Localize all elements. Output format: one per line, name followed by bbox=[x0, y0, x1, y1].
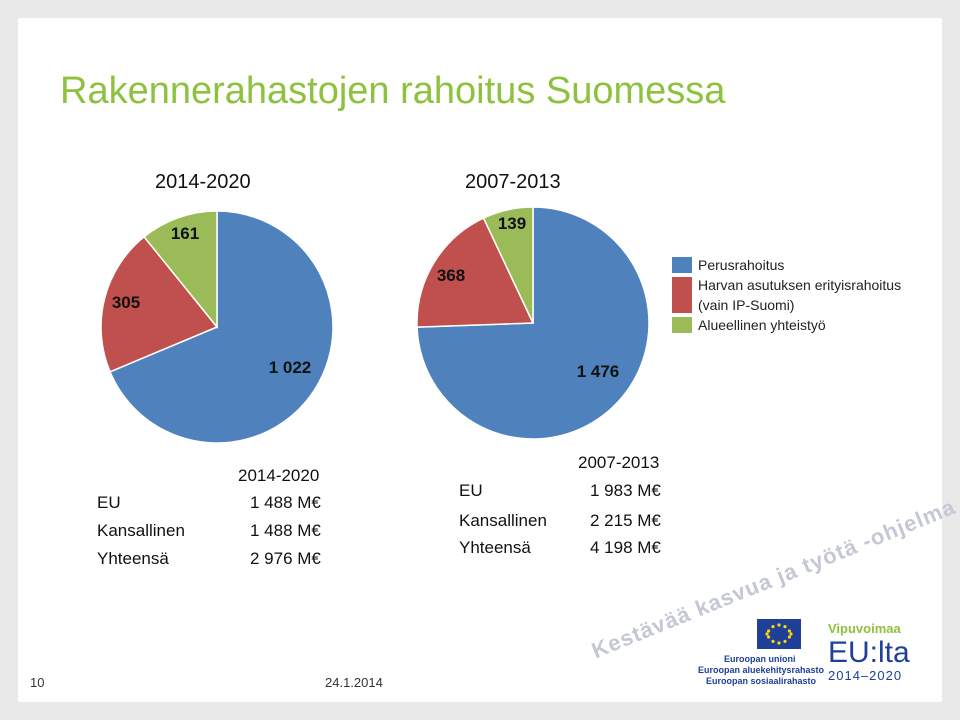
summary-value: 2 215 M€ bbox=[590, 511, 661, 530]
summary-label: Yhteensä bbox=[459, 538, 531, 557]
summary-value: 1 983 M€ bbox=[590, 481, 661, 500]
summary-value: 1 488 M€ bbox=[250, 521, 321, 540]
summary-value: 2 976 M€ bbox=[250, 549, 321, 568]
legend-label-2: (vain IP-Suomi) bbox=[698, 297, 795, 313]
pie-slice-2014-2020-0 bbox=[109, 210, 334, 444]
legend-label: Perusrahoitus bbox=[698, 257, 785, 273]
legend-item-alueellinen: Alueellinen yhteistyö bbox=[672, 315, 901, 335]
eu-logo-text-2: Euroopan aluekehitysrahasto bbox=[698, 665, 825, 675]
pie-slice-2007-2013-0 bbox=[416, 206, 650, 440]
pie-slice-2014-2020-1 bbox=[100, 235, 219, 373]
pie-slice-2007-2013-1 bbox=[416, 217, 535, 328]
eu-flag-icon bbox=[757, 619, 801, 649]
pie-data-label: 1 476 bbox=[577, 362, 620, 381]
eu-stars-icon bbox=[765, 623, 793, 645]
logo-years: 2014–2020 bbox=[828, 668, 903, 683]
pie-data-label: 1 022 bbox=[269, 358, 312, 377]
vipuvoimaa-logo-text: Vipuvoimaa bbox=[828, 621, 901, 636]
summary-header: 2007-2013 bbox=[578, 453, 660, 472]
pie-title-2014: 2014-2020 bbox=[155, 171, 251, 193]
summary-header: 2014-2020 bbox=[238, 466, 320, 485]
pie-data-label: 305 bbox=[112, 293, 140, 312]
legend-label: Alueellinen yhteistyö bbox=[698, 317, 826, 333]
eu-logo-text-3: Euroopan sosiaalirahasto bbox=[706, 676, 817, 686]
legend-swatch bbox=[672, 317, 692, 333]
summary-label: EU bbox=[459, 481, 483, 500]
pie-data-label: 139 bbox=[498, 214, 526, 233]
legend-item-harvan-asutuksen: Harvan asutuksen erityisrahoitus (vain I… bbox=[672, 275, 901, 315]
pie-data-label: 368 bbox=[437, 266, 465, 285]
pie-data-label: 161 bbox=[171, 224, 199, 243]
summary-value: 1 488 M€ bbox=[250, 493, 321, 512]
summary-value: 4 198 M€ bbox=[590, 538, 661, 557]
summary-label: EU bbox=[97, 493, 121, 512]
legend-swatch bbox=[672, 277, 692, 313]
page-number: 10 bbox=[30, 675, 45, 690]
page-title: Rakennerahastojen rahoitus Suomessa bbox=[60, 70, 726, 112]
legend-swatch bbox=[672, 257, 692, 273]
eu-logo-text-1: Euroopan unioni bbox=[724, 654, 796, 664]
legend-item-perusrahoitus: Perusrahoitus bbox=[672, 255, 901, 275]
legend: Perusrahoitus Harvan asutuksen erityisra… bbox=[672, 255, 901, 335]
legend-label: Harvan asutuksen erityisrahoitus bbox=[698, 277, 902, 293]
pie-slice-2007-2013-2 bbox=[482, 206, 534, 324]
eu-lta-logo-text: EU:lta bbox=[828, 636, 910, 669]
summary-label: Kansallinen bbox=[97, 521, 185, 540]
summary-label: Yhteensä bbox=[97, 549, 169, 568]
footer-date: 24.1.2014 bbox=[325, 675, 383, 690]
pie-title-2007: 2007-2013 bbox=[465, 171, 561, 193]
pie-slice-2014-2020-2 bbox=[143, 210, 218, 330]
summary-label: Kansallinen bbox=[459, 511, 547, 530]
